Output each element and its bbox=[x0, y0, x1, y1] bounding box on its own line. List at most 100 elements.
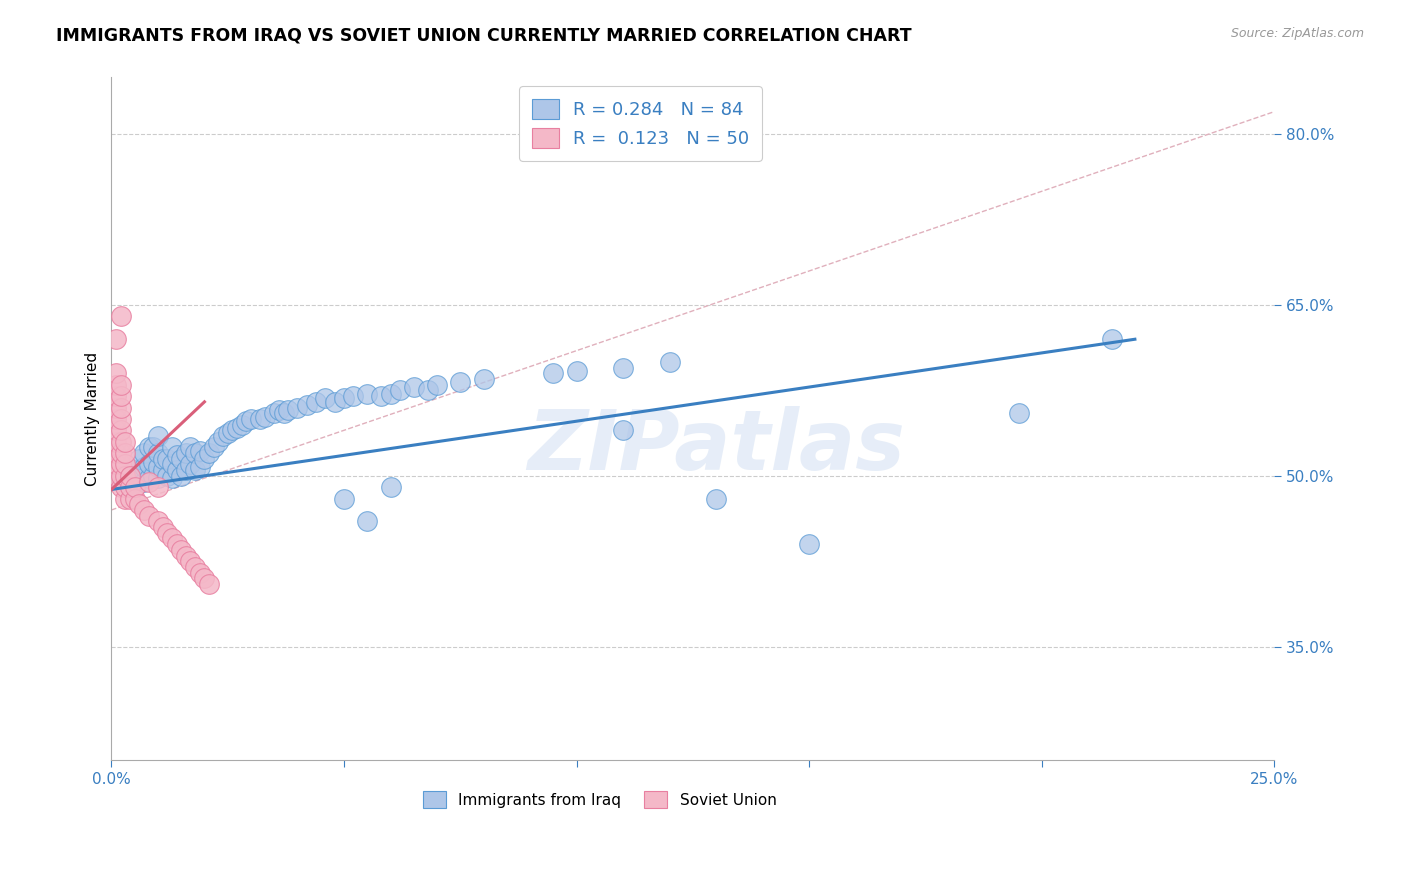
Point bbox=[253, 409, 276, 424]
Point bbox=[231, 417, 253, 432]
Text: IMMIGRANTS FROM IRAQ VS SOVIET UNION CURRENTLY MARRIED CORRELATION CHART: IMMIGRANTS FROM IRAQ VS SOVIET UNION CUR… bbox=[56, 27, 912, 45]
Point bbox=[114, 480, 136, 494]
Point bbox=[105, 468, 128, 483]
Point bbox=[704, 491, 727, 506]
Point bbox=[114, 458, 136, 472]
Text: Source: ZipAtlas.com: Source: ZipAtlas.com bbox=[1230, 27, 1364, 40]
Point bbox=[1101, 332, 1123, 346]
Point bbox=[110, 401, 132, 415]
Point bbox=[370, 389, 392, 403]
Point bbox=[110, 377, 132, 392]
Point bbox=[152, 520, 174, 534]
Point bbox=[110, 468, 132, 483]
Point bbox=[110, 468, 132, 483]
Point bbox=[342, 389, 364, 403]
Point bbox=[114, 468, 136, 483]
Point bbox=[124, 480, 146, 494]
Point bbox=[114, 434, 136, 449]
Point bbox=[114, 491, 136, 506]
Point bbox=[449, 376, 471, 390]
Point bbox=[188, 443, 211, 458]
Point bbox=[114, 458, 136, 472]
Point bbox=[543, 367, 565, 381]
Point bbox=[132, 446, 155, 460]
Point bbox=[138, 458, 160, 472]
Point bbox=[110, 434, 132, 449]
Point bbox=[138, 471, 160, 485]
Point bbox=[132, 459, 155, 474]
Point bbox=[198, 577, 221, 591]
Point bbox=[132, 475, 155, 489]
Point bbox=[612, 423, 634, 437]
Point bbox=[110, 423, 132, 437]
Point bbox=[105, 367, 128, 381]
Point bbox=[380, 387, 402, 401]
Point bbox=[105, 401, 128, 415]
Point bbox=[235, 414, 257, 428]
Point bbox=[323, 394, 346, 409]
Point bbox=[146, 514, 169, 528]
Point bbox=[105, 412, 128, 426]
Point bbox=[105, 434, 128, 449]
Point bbox=[202, 441, 225, 455]
Point bbox=[110, 389, 132, 403]
Legend: Immigrants from Iraq, Soviet Union: Immigrants from Iraq, Soviet Union bbox=[418, 785, 783, 814]
Point bbox=[124, 491, 146, 506]
Point bbox=[402, 380, 425, 394]
Point bbox=[356, 387, 378, 401]
Point bbox=[188, 459, 211, 474]
Point bbox=[240, 412, 263, 426]
Point bbox=[174, 446, 197, 460]
Point bbox=[156, 451, 179, 466]
Point bbox=[128, 451, 150, 466]
Point bbox=[333, 392, 356, 406]
Point bbox=[263, 406, 285, 420]
Point bbox=[142, 441, 165, 455]
Point bbox=[105, 458, 128, 472]
Point bbox=[287, 401, 309, 415]
Point bbox=[170, 468, 193, 483]
Point bbox=[472, 372, 495, 386]
Point bbox=[110, 310, 132, 324]
Point bbox=[226, 421, 249, 435]
Point bbox=[193, 451, 215, 466]
Point bbox=[160, 471, 183, 485]
Point bbox=[110, 446, 132, 460]
Point bbox=[160, 441, 183, 455]
Point bbox=[166, 448, 188, 462]
Point bbox=[267, 402, 290, 417]
Point bbox=[380, 480, 402, 494]
Point bbox=[273, 406, 295, 420]
Point bbox=[170, 451, 193, 466]
Point bbox=[105, 446, 128, 460]
Point bbox=[416, 384, 439, 398]
Point bbox=[142, 455, 165, 469]
Point bbox=[124, 463, 146, 477]
Point bbox=[170, 542, 193, 557]
Point bbox=[179, 441, 201, 455]
Y-axis label: Currently Married: Currently Married bbox=[86, 351, 100, 486]
Point bbox=[160, 532, 183, 546]
Point bbox=[212, 429, 235, 443]
Point bbox=[160, 458, 183, 472]
Point bbox=[146, 429, 169, 443]
Point bbox=[314, 392, 336, 406]
Point bbox=[146, 459, 169, 474]
Point bbox=[174, 549, 197, 563]
Point bbox=[138, 441, 160, 455]
Point bbox=[295, 398, 318, 412]
Point bbox=[184, 446, 207, 460]
Point bbox=[305, 394, 328, 409]
Point bbox=[166, 537, 188, 551]
Point bbox=[156, 525, 179, 540]
Point bbox=[146, 471, 169, 485]
Point bbox=[105, 332, 128, 346]
Point bbox=[221, 423, 243, 437]
Point bbox=[146, 446, 169, 460]
Point bbox=[179, 458, 201, 472]
Point bbox=[128, 468, 150, 483]
Point bbox=[132, 503, 155, 517]
Point bbox=[156, 468, 179, 483]
Point bbox=[152, 463, 174, 477]
Point bbox=[565, 364, 588, 378]
